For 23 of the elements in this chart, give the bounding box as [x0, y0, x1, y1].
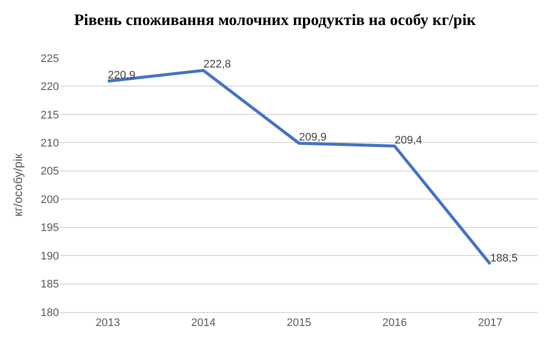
y-tick-label: 185 — [40, 278, 59, 291]
y-tick-label: 180 — [40, 306, 59, 319]
y-tick-label: 200 — [40, 194, 59, 206]
x-tick-label: 2014 — [191, 317, 216, 330]
y-tick-label: 190 — [40, 250, 59, 262]
y-tick-label: 210 — [40, 138, 59, 150]
y-tick-label: 195 — [40, 222, 59, 234]
x-tick-label: 2013 — [96, 317, 120, 330]
line-series — [106, 68, 492, 266]
data-label: 209,9 — [299, 131, 327, 144]
y-tick-label: 215 — [40, 109, 59, 122]
y-axis-title: кг/особу/рік — [10, 152, 25, 216]
x-tick-label: 2017 — [478, 317, 502, 330]
data-label: 188,5 — [490, 252, 518, 264]
chart-title: Рівень споживання молочних продуктів на особу кг/рік — [74, 12, 477, 30]
data-label: 220,9 — [108, 69, 136, 82]
x-tick-label: 2015 — [286, 317, 312, 330]
y-tick-label: 205 — [40, 166, 59, 178]
data-label: 222,8 — [203, 58, 231, 71]
y-tick-label: 225 — [40, 52, 59, 65]
x-tick-label: 2016 — [382, 317, 407, 330]
data-label: 209,4 — [394, 134, 422, 146]
y-tick-label: 220 — [40, 81, 59, 94]
